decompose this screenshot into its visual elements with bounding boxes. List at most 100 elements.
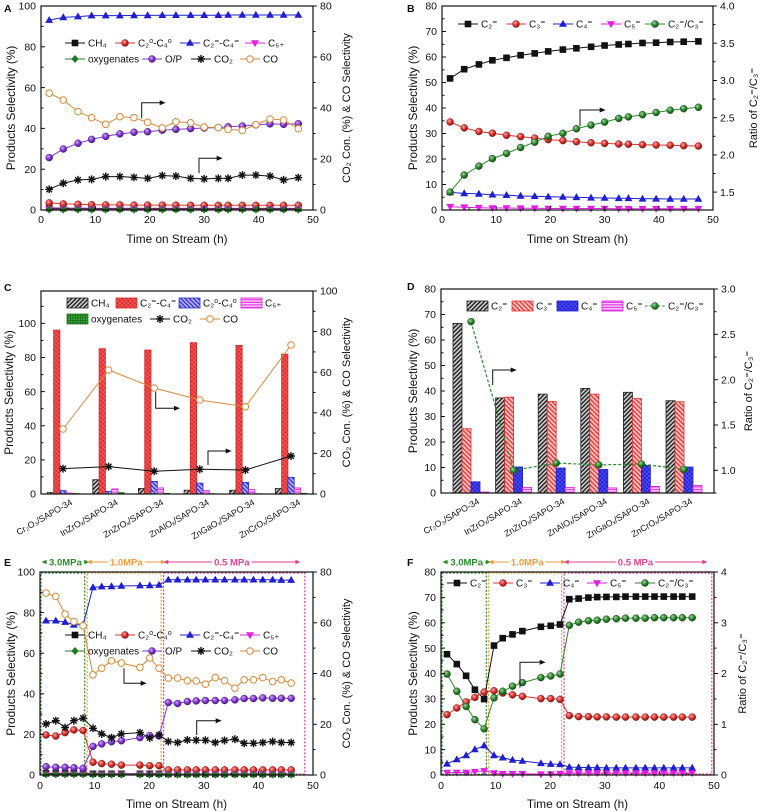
arrowhead-icon	[539, 659, 546, 665]
c3-olefin-bar	[589, 393, 600, 494]
c2-olefin-per-c3-olefin-data-point	[669, 613, 678, 622]
c2-olefin-per-c3-olefin-data-point	[565, 621, 574, 630]
co2-data-point	[101, 172, 110, 181]
legend-marker-oxygenates	[71, 647, 79, 655]
c4-olefin-data-point	[470, 745, 479, 753]
co2-data-point	[183, 736, 192, 744]
right-axis-tick-label: 0	[320, 205, 326, 217]
c2-olefin-c4-olefin-data-point	[59, 13, 68, 21]
legend-label-c2-olefin-c4-olefin: C₂⁼-C₄⁼	[203, 39, 239, 50]
right-axis-tick-label: 20	[320, 448, 332, 460]
y-axis-tick-label: 70	[424, 309, 436, 321]
co2-data-point	[51, 716, 60, 725]
legend-item-co2: CO₂	[191, 55, 233, 66]
c2-olefin-c4-olefin-bar	[281, 353, 289, 495]
co-data-point	[143, 118, 152, 127]
y-axis-tick-label: 50	[424, 643, 436, 655]
c5-olefin-data-point	[565, 770, 574, 778]
legend-marker-c2-olefin-c4-olefin	[186, 38, 194, 46]
c5-olefin-data-point	[666, 205, 675, 213]
y-axis-tick-label: 30	[424, 411, 436, 423]
c2-olefin-per-c3-olefin-data-point	[574, 618, 583, 626]
c3-olefin-data-point	[508, 691, 517, 699]
right-axis-title: CO₂ Con. (%) & CO Selectivity	[341, 598, 353, 748]
y-axis-tick-label: 20	[24, 455, 36, 467]
y-axis-tick-label: 20	[24, 164, 36, 176]
legend-marker-co	[246, 55, 254, 63]
legend-item-c5-olefin: C₅⁼	[601, 20, 641, 31]
c3-olefin-data-point	[556, 695, 564, 704]
c2-olefin-data-point	[622, 593, 629, 600]
x-axis-tick-label: 10	[490, 780, 502, 792]
c2-olefin-data-point	[537, 623, 545, 631]
c2-olefin-per-c3-olefin-data-point	[587, 121, 595, 129]
x-axis-tick-label: 20	[544, 780, 556, 792]
c4-olefin-data-point	[518, 756, 527, 764]
c4-olefin-data-point	[584, 763, 593, 771]
x-axis-title: Time on Stream (h)	[126, 232, 227, 246]
right-axis-title: CO₂ Con. (%) & CO Selectivity	[341, 317, 353, 467]
c2-olefin-per-c3-olefin-data-point	[641, 614, 649, 622]
right-axis-tick-label: 2	[721, 668, 727, 680]
c3-olefin-bar	[674, 401, 685, 494]
o-per-p-data-point	[201, 696, 210, 705]
c5-olefin-bar	[607, 487, 618, 494]
co-data-point	[45, 89, 54, 97]
legend-item-ch4: CH₄	[65, 39, 107, 50]
c5-olefin-data-point	[446, 203, 455, 211]
c2-olefin-c4-olefin-data-point	[61, 618, 70, 625]
c2-olefin-per-c3-olefin-data-point	[632, 614, 640, 622]
c5-olefin-data-point	[612, 770, 621, 778]
legend-item-c3-olefin: C₃⁼	[493, 579, 533, 590]
legend-label-ch4: CH₄	[91, 299, 110, 310]
c4-olefin-data-point	[600, 193, 609, 201]
c2-olefin-per-c3-olefin-data-point	[679, 104, 688, 113]
y-axis-tick-label: 80	[424, 567, 436, 579]
o-per-p-data-point	[61, 763, 69, 772]
c5-olefin-data-point	[572, 205, 581, 213]
c2-olefin-data-point	[519, 627, 526, 635]
legend-marker-ch4	[71, 631, 79, 639]
legend-label-ch4: CH₄	[88, 631, 107, 642]
o-per-p-data-point	[45, 153, 53, 162]
co2-data-point	[238, 171, 247, 179]
legend-marker-co2	[156, 315, 164, 323]
y-axis-tick-label: 70	[424, 592, 436, 604]
c2-olefin-c4-olefin-data-point	[201, 575, 210, 583]
legend-item-c4-olefin: C₄⁼	[553, 20, 593, 31]
co2-data-point	[42, 720, 50, 728]
c5-olefin-data-point	[694, 205, 703, 213]
right-axis-tick-label: 100	[320, 286, 338, 298]
right-axis-tick-label: 20	[320, 154, 332, 166]
legend-label-co2: CO₂	[214, 647, 233, 658]
c2-olefin-c4-olefin-data-point	[183, 575, 192, 583]
legend-item-co2: CO₂	[150, 315, 192, 326]
legend-label-c3-olefin: C₃⁼	[529, 20, 546, 31]
legend-label-co: CO	[263, 55, 278, 66]
c5-olefin-data-point	[593, 770, 602, 778]
o-per-p-data-point	[70, 763, 78, 772]
c5-olefin-bar	[692, 484, 703, 494]
y-axis-tick-label: 40	[425, 103, 437, 115]
c4-olefin-data-point	[574, 763, 583, 771]
y-axis-tick-label: 40	[424, 386, 436, 398]
c4-olefin-data-point	[652, 194, 661, 202]
co2-data-point	[150, 467, 159, 476]
c2-olefin-c4-olefin-data-point	[268, 575, 277, 583]
co-data-point	[70, 617, 78, 626]
c4-olefin-data-point	[602, 763, 611, 771]
co2-data-point	[251, 171, 260, 179]
right-axis-tick-label: 1.5	[720, 187, 735, 199]
right-axis-tick-label: 0	[721, 770, 727, 782]
co-data-point	[59, 96, 68, 104]
c5-olefin-data-point	[470, 768, 479, 776]
right-axis-tick-label: 3	[721, 618, 727, 630]
c2-olefin-data-point	[679, 593, 686, 600]
c2-olefin-data-point	[695, 38, 702, 45]
c3-olefin-data-point	[460, 124, 468, 132]
c3-olefin-data-point	[669, 713, 678, 721]
co-data-point	[145, 654, 154, 662]
o-per-p-data-point	[220, 696, 229, 705]
c2-olefin-c4-olefin-data-point	[51, 616, 60, 624]
c2-olefin-data-point	[652, 39, 660, 46]
